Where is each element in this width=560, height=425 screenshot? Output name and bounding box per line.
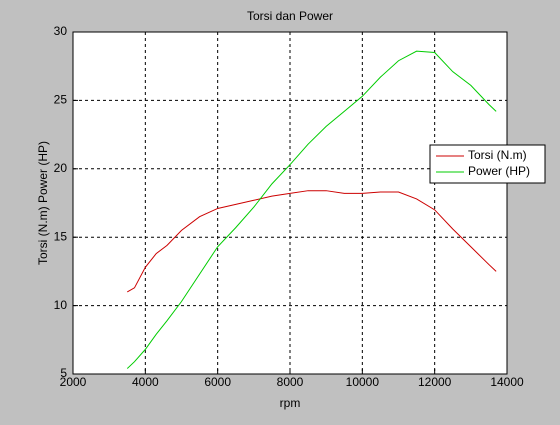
x-tick-label: 4000 [132, 375, 159, 389]
y-tick-label: 10 [54, 298, 68, 312]
y-axis-label: Torsi (N.m) Power (HP) [36, 141, 50, 265]
legend-label: Torsi (N.m) [468, 148, 527, 162]
series-line [127, 190, 497, 293]
x-axis-label: rpm [280, 396, 301, 410]
x-tick-label: 12000 [418, 375, 452, 389]
y-tick-label: 5 [60, 366, 67, 380]
x-tick-label: 8000 [277, 375, 304, 389]
y-tick-label: 15 [54, 229, 68, 243]
legend-box [429, 144, 546, 184]
x-tick-label: 14000 [490, 375, 524, 389]
chart-title: Torsi dan Power [247, 9, 333, 23]
y-tick-label: 20 [54, 161, 68, 175]
plot-border [72, 31, 508, 375]
legend-label: Power (HP) [468, 164, 530, 178]
y-tick-label: 25 [54, 93, 68, 107]
y-tick-label: 30 [54, 24, 68, 38]
x-tick-label: 6000 [204, 375, 231, 389]
x-tick-label: 2000 [60, 375, 87, 389]
series-line [126, 50, 497, 369]
x-tick-label: 10000 [346, 375, 380, 389]
